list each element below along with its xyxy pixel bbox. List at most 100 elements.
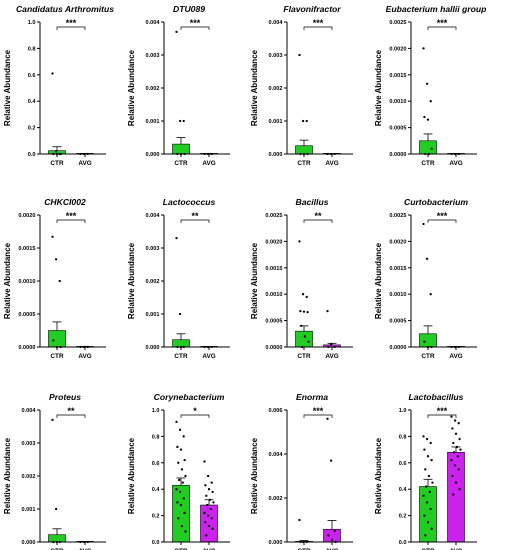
- y-tick-label: 0.0015: [389, 266, 406, 272]
- x-tick-label: AVG: [202, 548, 215, 550]
- significance-bracket: [427, 219, 457, 223]
- x-tick-label: CTR: [421, 353, 435, 360]
- chart-title: Flavonifractor: [283, 4, 341, 14]
- y-tick-label: 0.0020: [389, 46, 406, 52]
- data-point: [175, 236, 178, 240]
- data-point: [212, 501, 215, 504]
- data-point: [422, 494, 425, 497]
- y-tick-label: 0.0015: [265, 266, 282, 272]
- data-point: [424, 468, 427, 471]
- data-point: [430, 147, 433, 150]
- bar-ctr: [295, 145, 313, 155]
- data-point: [54, 258, 58, 261]
- data-point: [454, 432, 458, 435]
- significance-bracket: [427, 26, 457, 30]
- data-point: [178, 312, 182, 316]
- data-point: [426, 118, 430, 121]
- x-tick-label: CTR: [297, 353, 311, 360]
- data-point: [209, 507, 212, 511]
- y-tick-label: 0.0005: [18, 312, 35, 318]
- data-point: [423, 514, 426, 517]
- significance-label: **: [67, 406, 75, 416]
- y-tick-label: 0.000: [269, 540, 283, 546]
- data-point: [299, 309, 302, 313]
- data-point: [425, 437, 429, 441]
- y-tick-label: 0.004: [269, 452, 284, 458]
- y-axis-label: Relative Abundance: [250, 242, 259, 319]
- data-point: [206, 503, 209, 507]
- y-tick-label: 1.0: [28, 20, 36, 26]
- y-tick-label: 0.0: [399, 540, 407, 546]
- data-point: [424, 534, 427, 537]
- data-point: [54, 507, 58, 511]
- significance-label: ***: [437, 18, 448, 28]
- y-axis-label: Relative Abundance: [3, 437, 12, 514]
- y-tick-label: 0.004: [22, 408, 37, 414]
- data-point: [58, 279, 61, 283]
- data-point: [183, 511, 186, 515]
- data-point: [180, 525, 184, 528]
- x-tick-label: AVG: [449, 160, 462, 167]
- data-point: [422, 435, 425, 438]
- x-tick-label: AVG: [449, 548, 462, 550]
- data-point: [176, 445, 179, 449]
- y-axis-label: Relative Abundance: [374, 437, 383, 514]
- x-tick-label: AVG: [202, 160, 215, 167]
- y-tick-label: 0.001: [269, 119, 283, 125]
- significance-label: **: [314, 211, 322, 221]
- chart-panel: Candidatus Arthromitus Relative Abundance…: [3, 4, 114, 167]
- x-tick-label: CTR: [50, 160, 64, 167]
- x-tick-label: AVG: [449, 353, 462, 360]
- data-point: [453, 419, 457, 422]
- data-point: [210, 481, 213, 484]
- y-tick-label: 0.0005: [389, 319, 406, 325]
- y-tick-label: 0.003: [269, 53, 283, 59]
- chart-panel: Proteus Relative Abundance 0.000 0.001 0.002…: [3, 392, 106, 550]
- y-tick-label: 0.4: [28, 99, 37, 105]
- data-point: [178, 478, 181, 482]
- x-tick-label: AVG: [78, 160, 91, 167]
- data-point: [303, 335, 307, 338]
- significance-bracket: [56, 219, 86, 223]
- significance-label: ***: [313, 18, 324, 28]
- y-tick-label: 0.003: [22, 441, 36, 447]
- data-point: [426, 455, 430, 458]
- y-tick-label: 0.0020: [389, 239, 406, 245]
- bar-ctr: [419, 486, 437, 543]
- data-point: [326, 309, 329, 313]
- data-point: [182, 435, 185, 438]
- significance-label: ***: [66, 211, 77, 221]
- data-point: [178, 428, 182, 431]
- y-tick-label: 0.003: [146, 53, 160, 59]
- data-point: [422, 222, 425, 226]
- x-tick-label: AVG: [325, 548, 338, 550]
- data-point: [176, 501, 179, 504]
- data-point: [455, 445, 459, 449]
- y-tick-label: 0.2: [399, 514, 407, 520]
- y-tick-label: 0.0025: [389, 213, 406, 219]
- y-tick-label: 0.6: [28, 73, 36, 79]
- data-point: [425, 257, 429, 260]
- y-axis-label: Relative Abundance: [250, 437, 259, 514]
- y-tick-label: 0.8: [399, 434, 407, 440]
- data-point: [450, 459, 453, 462]
- y-tick-label: 0.0015: [389, 73, 406, 79]
- data-point: [207, 525, 211, 528]
- data-point: [184, 530, 187, 533]
- y-tick-label: 0.0000: [265, 345, 282, 351]
- data-point: [425, 82, 429, 85]
- y-tick-label: 0.0025: [265, 213, 282, 219]
- y-tick-label: 0.000: [269, 152, 283, 158]
- data-point: [175, 30, 178, 34]
- data-point: [205, 494, 208, 497]
- y-tick-label: 0.006: [269, 408, 283, 414]
- bar-ctr: [48, 330, 66, 348]
- data-point: [175, 488, 178, 491]
- bar-ctr: [419, 140, 437, 155]
- y-tick-label: 0.8: [28, 46, 36, 52]
- y-tick-label: 0.0010: [389, 292, 406, 298]
- data-point: [458, 437, 461, 441]
- significance-bracket: [303, 219, 333, 223]
- data-point: [429, 441, 432, 445]
- y-tick-label: 0.8: [152, 434, 160, 440]
